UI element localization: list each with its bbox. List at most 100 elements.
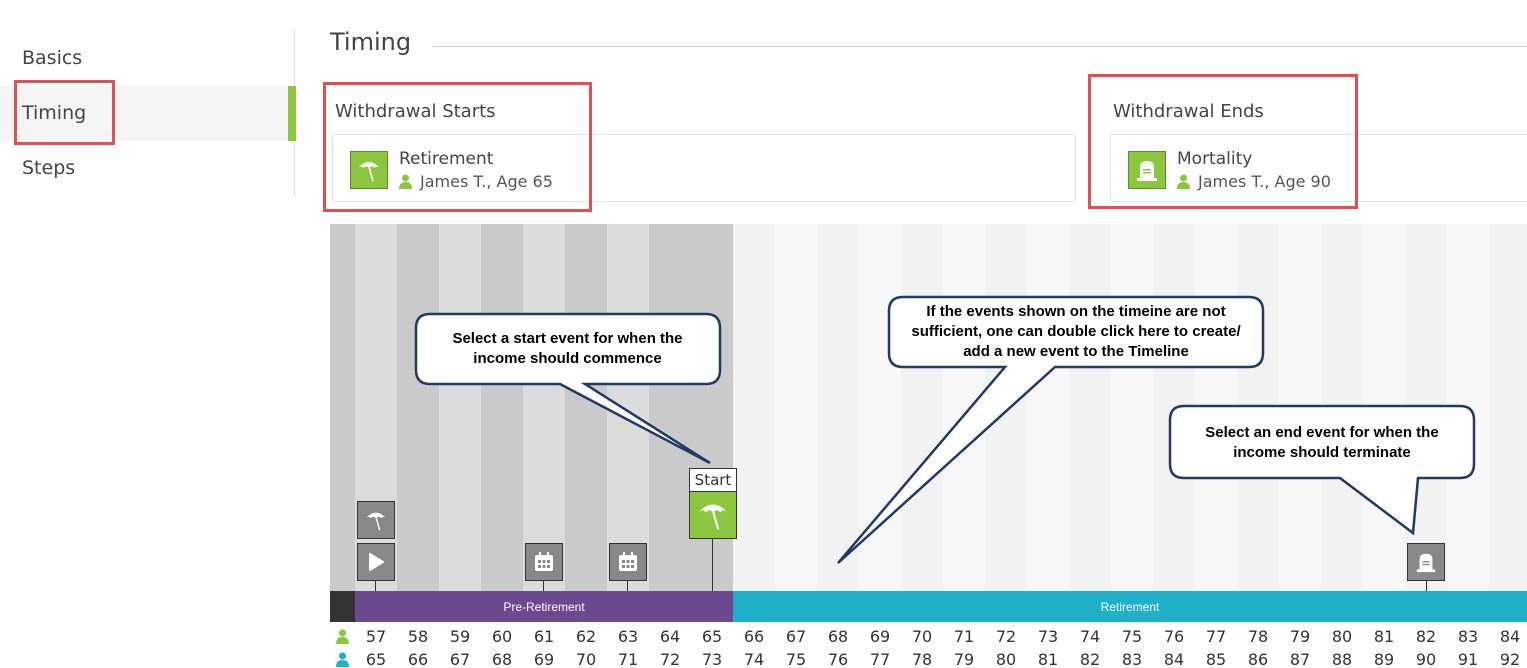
timeline-column[interactable] [859, 224, 901, 591]
calendar-icon[interactable] [609, 543, 647, 581]
timeline-column[interactable] [817, 224, 859, 591]
age-label: 68 [491, 650, 513, 668]
sidebar-item-steps[interactable]: Steps [0, 141, 295, 196]
callout-start-text: Select a start event for when the income… [452, 330, 683, 367]
start-label: Start [689, 468, 737, 492]
timeline-column[interactable] [397, 224, 439, 591]
age-label: 81 [1037, 650, 1059, 668]
age-label: 76 [1163, 627, 1185, 646]
end-event-card[interactable]: Mortality James T., Age 90 [1110, 134, 1527, 202]
sidebar-item-label: Timing [22, 102, 87, 124]
timeline-column[interactable] [1363, 224, 1405, 591]
age-label: 90 [1415, 650, 1437, 668]
sidebar-item-basics[interactable]: Basics [0, 31, 295, 86]
age-label: 67 [785, 627, 807, 646]
age-label: 79 [1289, 627, 1311, 646]
phase-bar-past [330, 591, 355, 622]
end-event-person: James T., Age 90 [1177, 172, 1331, 191]
age-label: 68 [827, 627, 849, 646]
sidebar-item-label: Steps [22, 157, 76, 179]
page-title: Timing [330, 28, 412, 56]
timeline-column[interactable] [1153, 224, 1195, 591]
tombstone-icon [1128, 151, 1166, 189]
age-label: 71 [617, 650, 639, 668]
timeline-column[interactable] [1279, 224, 1321, 591]
age-label: 64 [659, 627, 681, 646]
age-label: 69 [533, 650, 555, 668]
person-icon [399, 174, 412, 189]
age-label: 81 [1373, 627, 1395, 646]
age-label: 85 [1205, 650, 1227, 668]
age-label: 66 [743, 627, 765, 646]
age-label: 72 [659, 650, 681, 668]
start-event-name: Retirement [399, 149, 494, 169]
timeline-column[interactable] [649, 224, 691, 591]
end-event-name: Mortality [1177, 149, 1253, 169]
tombstone-icon[interactable] [1407, 543, 1445, 581]
timeline-column[interactable] [1489, 224, 1527, 591]
timeline-column[interactable] [1069, 224, 1111, 591]
withdrawal-starts-heading: Withdrawal Starts [335, 101, 496, 122]
age-label: 71 [953, 627, 975, 646]
timeline-column[interactable] [1195, 224, 1237, 591]
timeline-column[interactable] [330, 224, 355, 591]
timeline-column[interactable] [1111, 224, 1153, 591]
play-icon[interactable] [357, 543, 395, 581]
age-label: 78 [1247, 627, 1269, 646]
timeline-column[interactable] [481, 224, 523, 591]
age-label: 62 [575, 627, 597, 646]
title-divider [433, 46, 1527, 47]
timeline-column[interactable] [607, 224, 649, 591]
age-label: 60 [491, 627, 513, 646]
age-label: 75 [785, 650, 807, 668]
timeline-column[interactable] [1405, 224, 1447, 591]
age-label: 92 [1499, 650, 1521, 668]
timeline-column[interactable] [1027, 224, 1069, 591]
age-label: 70 [575, 650, 597, 668]
timeline-column[interactable] [775, 224, 817, 591]
timeline-column[interactable] [1321, 224, 1363, 591]
callout-end-text: Select an end event for when the income … [1205, 424, 1439, 461]
age-label: 84 [1499, 627, 1521, 646]
end-person-label: James T., Age 90 [1198, 172, 1331, 191]
age-row-person2: 65 66 67 68 69 70 71 72 73 74 75 76 77 78 79 80 81 82 83 84… [330, 650, 1527, 668]
start-event-person: James T., Age 65 [399, 172, 553, 191]
marker-stem [1426, 580, 1427, 591]
person-icon [1177, 174, 1190, 189]
sidebar-nav: Basics Timing Steps [0, 30, 296, 196]
age-label: 70 [911, 627, 933, 646]
age-label: 86 [1247, 650, 1269, 668]
start-person-label: James T., Age 65 [420, 172, 553, 191]
umbrella-icon [350, 151, 388, 189]
timeline-column[interactable] [565, 224, 607, 591]
marker-stem [712, 539, 713, 591]
age-label: 67 [449, 650, 471, 668]
start-event-card[interactable]: Retirement James T., Age 65 [332, 134, 1076, 202]
age-label: 82 [1415, 627, 1437, 646]
age-label: 87 [1289, 650, 1311, 668]
timeline-column[interactable] [1447, 224, 1489, 591]
callout-add-event-text: If the events shown on the timeine are n… [911, 303, 1241, 360]
timeline-column[interactable] [985, 224, 1027, 591]
marker-stem [543, 580, 544, 591]
timeline-column[interactable] [1237, 224, 1279, 591]
active-indicator [288, 86, 296, 141]
timeline-column[interactable] [523, 224, 565, 591]
age-label: 78 [911, 650, 933, 668]
age-label: 91 [1457, 650, 1479, 668]
calendar-icon[interactable] [525, 543, 563, 581]
sidebar-item-timing[interactable]: Timing [0, 86, 296, 141]
age-label: 75 [1121, 627, 1143, 646]
sidebar-item-label: Basics [22, 47, 83, 69]
age-label: 80 [995, 650, 1017, 668]
phase-bar-pre-retirement[interactable]: Pre-Retirement [355, 591, 733, 622]
timeline-column[interactable] [439, 224, 481, 591]
age-label: 83 [1457, 627, 1479, 646]
umbrella-icon[interactable] [689, 491, 737, 539]
person-icon [336, 652, 349, 667]
timeline-column[interactable] [943, 224, 985, 591]
timeline-column[interactable] [733, 224, 775, 591]
umbrella-icon[interactable] [357, 501, 395, 539]
phase-bar-retirement[interactable]: Retirement [733, 591, 1527, 622]
timeline-column[interactable] [901, 224, 943, 591]
